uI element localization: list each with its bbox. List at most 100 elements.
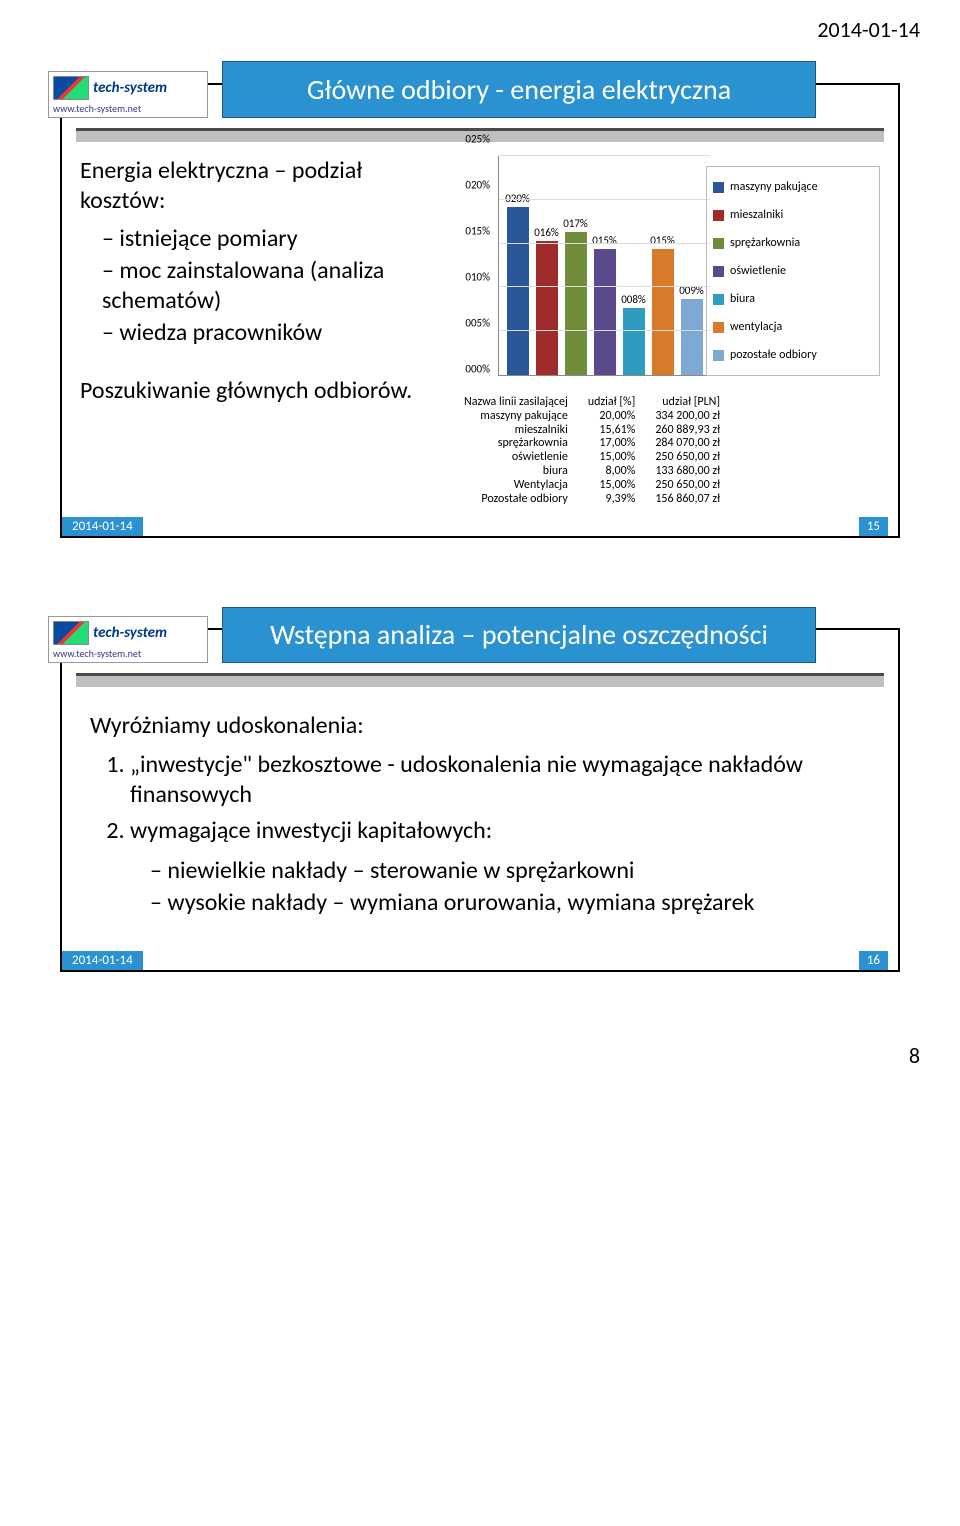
slide-title: Wstępna analiza – potencjalne oszczędnoś… <box>222 607 816 663</box>
chart-ytick: 025% <box>465 133 490 146</box>
left-bullet-item: moc zainstalowana (analiza schematów) <box>102 256 440 316</box>
table-cell: 334 200,00 zł <box>645 410 730 424</box>
legend-label: mieszalniki <box>730 208 783 222</box>
table-cell: 284 070,00 zł <box>645 437 730 451</box>
legend-swatch <box>713 294 724 305</box>
slide-2: tech-system www.tech-system.net Wstępna … <box>60 628 900 972</box>
logo-icon <box>53 76 89 100</box>
slide-rule <box>76 673 884 687</box>
bar-chart: 000%005%010%015%020%025% 020%016%017%015… <box>454 156 880 386</box>
logo-url: www.tech-system.net <box>53 647 203 660</box>
table-cell: Wentylacja <box>454 479 578 493</box>
legend-swatch <box>713 266 724 277</box>
sublist-item: niewielkie nakłady – sterowanie w spręża… <box>150 856 870 886</box>
chart-ytick: 010% <box>465 271 490 284</box>
table-cell: mieszalniki <box>454 424 578 438</box>
table-cell: biura <box>454 465 578 479</box>
logo-box: tech-system www.tech-system.net <box>48 71 208 118</box>
slide2-list: „inwestycje" bezkosztowe - udoskonalenia… <box>90 750 870 846</box>
table-cell: oświetlenie <box>454 451 578 465</box>
legend-label: sprężarkownia <box>730 236 800 250</box>
table-row: biura8,00%133 680,00 zł <box>454 465 730 479</box>
chart-ytick: 000% <box>465 363 490 376</box>
footer-date: 2014-01-14 <box>62 951 143 970</box>
chart-bar <box>536 241 558 375</box>
legend-label: wentylacja <box>730 320 782 334</box>
table-row: maszyny pakujące20,00%334 200,00 zł <box>454 410 730 424</box>
legend-item: oświetlenie <box>713 264 873 278</box>
table-cell: maszyny pakujące <box>454 410 578 424</box>
chart-ytick: 020% <box>465 179 490 192</box>
bar-value-label: 017% <box>563 217 588 230</box>
chart-bar <box>623 308 645 375</box>
chart-ytick: 005% <box>465 317 490 330</box>
bar-value-label: 015% <box>592 234 617 247</box>
table-row: Pozostałe odbiory9,39%156 860,07 zł <box>454 493 730 507</box>
logo-icon <box>53 621 89 645</box>
legend-swatch <box>713 182 724 193</box>
list-item: wymagające inwestycji kapitałowych: <box>130 816 870 846</box>
logo-box: tech-system www.tech-system.net <box>48 616 208 663</box>
logo-text: tech-system <box>93 624 167 642</box>
chart-bar <box>652 249 674 375</box>
table-cell: 9,39% <box>578 493 645 507</box>
legend-item: sprężarkownia <box>713 236 873 250</box>
legend-item: biura <box>713 292 873 306</box>
legend-item: maszyny pakujące <box>713 180 873 194</box>
table-cell: 20,00% <box>578 410 645 424</box>
table-row: oświetlenie15,00%250 650,00 zł <box>454 451 730 465</box>
left-bullet-item: wiedza pracowników <box>102 318 440 348</box>
legend-item: wentylacja <box>713 320 873 334</box>
table-cell: 15,00% <box>578 479 645 493</box>
table-header-cell: udział [%] <box>578 396 645 410</box>
table-header-cell: Nazwa linii zasilającej <box>454 396 578 410</box>
table-cell: 250 650,00 zł <box>645 479 730 493</box>
logo-text: tech-system <box>93 79 167 97</box>
legend-label: maszyny pakujące <box>730 180 818 194</box>
legend-label: biura <box>730 292 755 306</box>
legend-item: pozostałe odbiory <box>713 348 873 362</box>
table-cell: 260 889,93 zł <box>645 424 730 438</box>
chart-bar <box>681 299 703 375</box>
chart-legend: maszyny pakujące mieszalniki sprężarkownia… <box>706 166 880 376</box>
left-sub: Poszukiwanie głównych odbiorów. <box>80 376 440 405</box>
table-cell: 156 860,07 zł <box>645 493 730 507</box>
table-row: Wentylacja15,00%250 650,00 zł <box>454 479 730 493</box>
left-bullet-list: istniejące pomiarymoc zainstalowana (ana… <box>80 224 440 348</box>
sublist-item: wysokie nakłady – wymiana orurowania, wy… <box>150 888 870 918</box>
table-cell: 15,61% <box>578 424 645 438</box>
legend-item: mieszalniki <box>713 208 873 222</box>
legend-label: oświetlenie <box>730 264 786 278</box>
table-cell: 15,00% <box>578 451 645 465</box>
left-heading: Energia elektryczna – podział kosztów: <box>80 156 440 216</box>
table-cell: 250 650,00 zł <box>645 451 730 465</box>
table-cell: 8,00% <box>578 465 645 479</box>
table-row: sprężarkownia17,00%284 070,00 zł <box>454 437 730 451</box>
bar-value-label: 008% <box>621 293 646 306</box>
table-cell: sprężarkownia <box>454 437 578 451</box>
legend-label: pozostałe odbiory <box>730 348 817 362</box>
table-row: mieszalniki15,61%260 889,93 zł <box>454 424 730 438</box>
table-cell: 17,00% <box>578 437 645 451</box>
chart-bar <box>565 232 587 375</box>
slide2-sublist: niewielkie nakłady – sterowanie w spręża… <box>90 856 870 918</box>
list-item: „inwestycje" bezkosztowe - udoskonalenia… <box>130 750 870 810</box>
footer-date: 2014-01-14 <box>62 517 143 536</box>
slide2-heading: Wyróżniamy udoskonalenia: <box>90 711 870 740</box>
table-cell: 133 680,00 zł <box>645 465 730 479</box>
slide-title: Główne odbiory - energia elektryczna <box>222 61 816 118</box>
footer-number: 15 <box>859 517 888 536</box>
bar-value-label: 016% <box>534 226 559 239</box>
logo-url: www.tech-system.net <box>53 102 203 115</box>
legend-swatch <box>713 210 724 221</box>
slide-1: tech-system www.tech-system.net Główne o… <box>60 83 900 538</box>
legend-swatch <box>713 238 724 249</box>
legend-swatch <box>713 322 724 333</box>
chart-ytick: 015% <box>465 225 490 238</box>
page-footer-number: 8 <box>0 1002 960 1089</box>
page-header-date: 2014-01-14 <box>0 0 960 43</box>
footer-number: 16 <box>859 951 888 970</box>
table-cell: Pozostałe odbiory <box>454 493 578 507</box>
legend-swatch <box>713 350 724 361</box>
left-bullet-item: istniejące pomiary <box>102 224 440 254</box>
